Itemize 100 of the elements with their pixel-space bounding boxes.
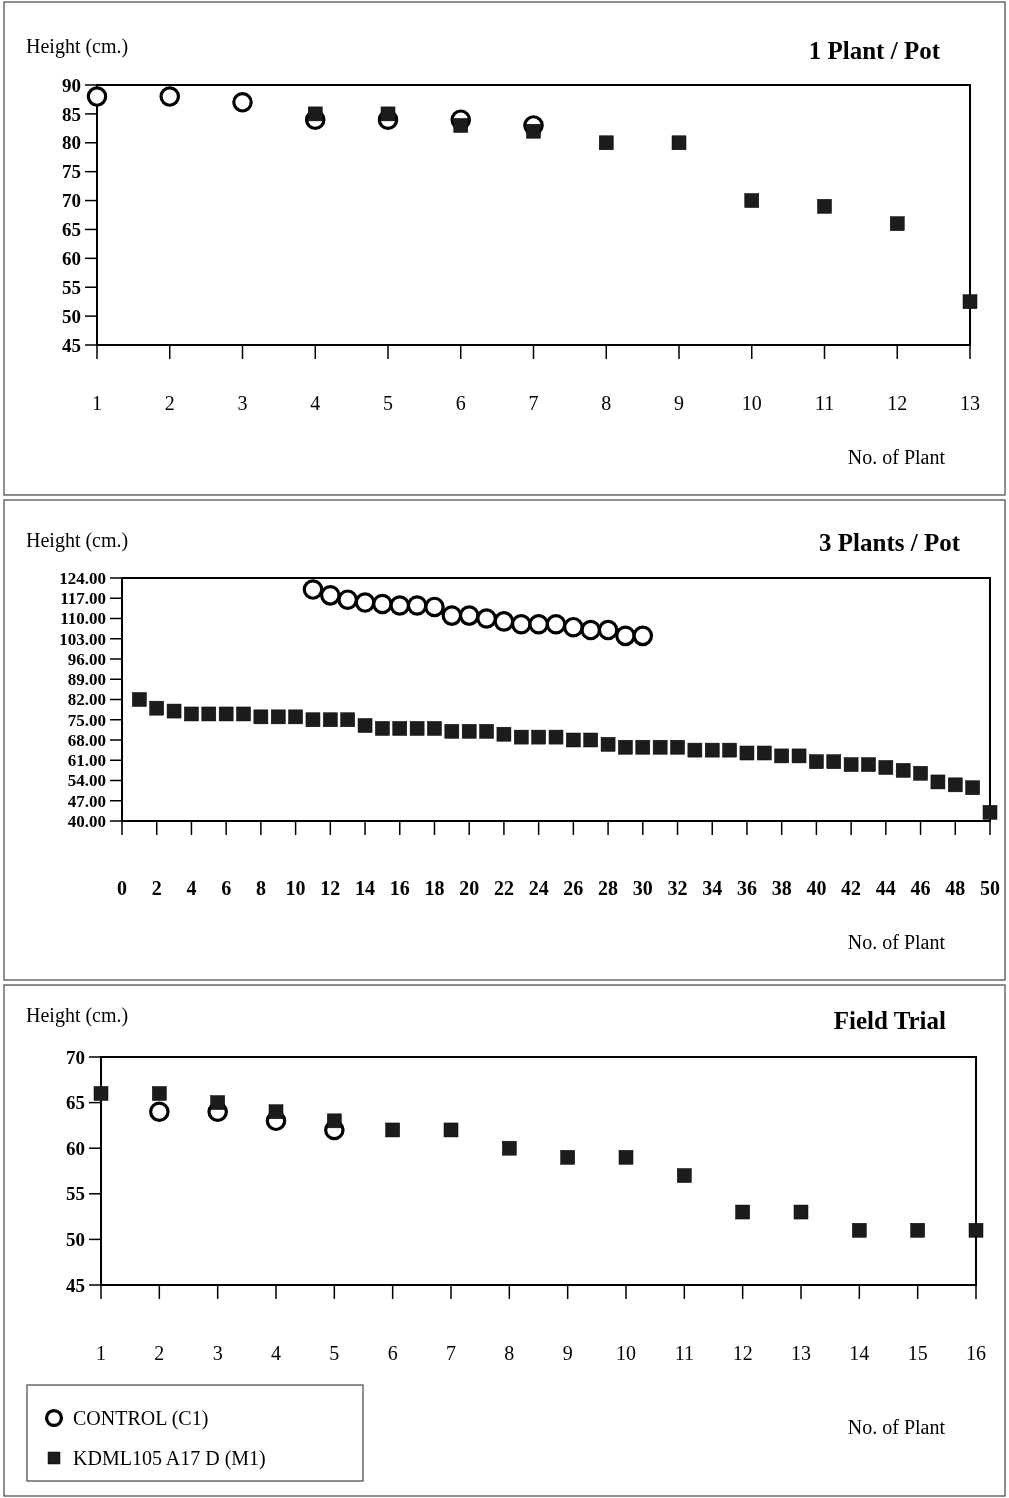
point [670,739,685,755]
chart-title: 1 Plant / Pot [808,36,941,64]
x-tick-label: 0 [117,877,127,899]
y-tick-label: 65 [62,219,81,241]
x-tick-label: 9 [562,1342,573,1364]
x-tick-label: 6 [221,877,232,899]
point [722,742,737,758]
x-tick-label: 22 [493,877,514,899]
point [86,86,108,107]
point [599,135,614,151]
point [774,748,789,764]
x-tick-label: 15 [907,1342,928,1364]
point [793,1204,809,1220]
point [340,712,355,727]
point [427,721,442,736]
point [302,579,324,600]
y-tick-label: 45 [66,1274,85,1296]
point [826,754,842,769]
x-tick-label: 14 [355,877,376,899]
point [965,780,980,795]
point [253,709,269,725]
point [441,605,463,626]
y-tick-label: 50 [62,305,81,327]
point [236,706,251,722]
point [476,608,497,629]
point [305,712,321,727]
point [948,777,963,793]
point [548,729,564,745]
y-tick-label: 80 [62,132,81,154]
point [757,745,772,761]
x-tick-label: 2 [151,877,162,899]
legend-label: CONTROL (C1) [73,1407,209,1430]
point [968,1223,984,1238]
point [895,763,911,778]
point [502,1140,517,1156]
x-tick-label: 7 [446,1342,456,1364]
y-tick-label: 61.00 [67,751,106,771]
point [843,757,859,772]
y-tick-label: 68.00 [67,730,106,750]
y-tick-label: 54.00 [67,771,106,791]
point [443,1122,459,1138]
x-tick-label: 42 [841,877,862,899]
x-tick-label: 11 [674,1342,694,1364]
x-tick-label: 1 [92,392,102,414]
y-tick-label: 45 [62,334,81,356]
y-tick-label: 50 [66,1229,85,1251]
point [635,739,651,755]
point [560,1150,575,1165]
point [479,724,494,739]
point [385,1122,400,1138]
chart-title: Field Trial [833,1006,947,1034]
point [493,611,515,632]
point [424,596,445,618]
x-tick-label: 6 [387,1342,398,1364]
y-tick-label: 117.00 [60,589,106,609]
point [389,595,411,616]
x-tick-label: 50 [980,877,1000,899]
y-tick-label: 47.00 [67,791,106,811]
x-tick-label: 8 [255,877,266,899]
y-tick-label: 85 [62,103,81,125]
y-tick-label: 82.00 [67,690,106,710]
point [132,692,147,707]
point [809,754,824,769]
x-tick-label: 10 [741,392,762,414]
x-tick-label: 4 [271,1342,281,1364]
point [149,700,164,716]
point [618,1150,634,1165]
point [149,1101,170,1122]
point [268,1104,284,1119]
point [615,625,636,647]
point [982,805,998,820]
x-tick-label: 12 [732,1342,753,1364]
point [563,616,584,638]
y-tick-label: 103.00 [59,629,106,649]
point [288,709,303,725]
point [270,709,286,725]
point [232,92,253,113]
x-tick-label: 8 [601,392,612,414]
point [184,706,199,722]
point [461,724,477,739]
x-tick-label: 32 [667,877,688,899]
point [444,724,460,739]
point [93,1086,109,1101]
y-tick-label: 60 [66,1137,85,1159]
x-tick-label: 20 [459,877,480,899]
y-axis-title: Height (cm.) [26,35,129,58]
x-tick-label: 5 [329,1342,340,1364]
point [632,625,654,647]
x-tick-label: 12 [887,392,908,414]
y-tick-label: 110.00 [60,609,106,629]
x-tick-label: 8 [504,1342,515,1364]
point [583,732,598,748]
point [152,1086,167,1101]
x-tick-label: 13 [960,392,980,414]
y-tick-label: 60 [62,247,81,269]
x-tick-label: 16 [389,877,410,899]
y-tick-label: 65 [66,1092,85,1114]
y-tick-label: 70 [62,190,81,212]
point [600,737,616,752]
x-tick-label: 2 [154,1342,165,1364]
